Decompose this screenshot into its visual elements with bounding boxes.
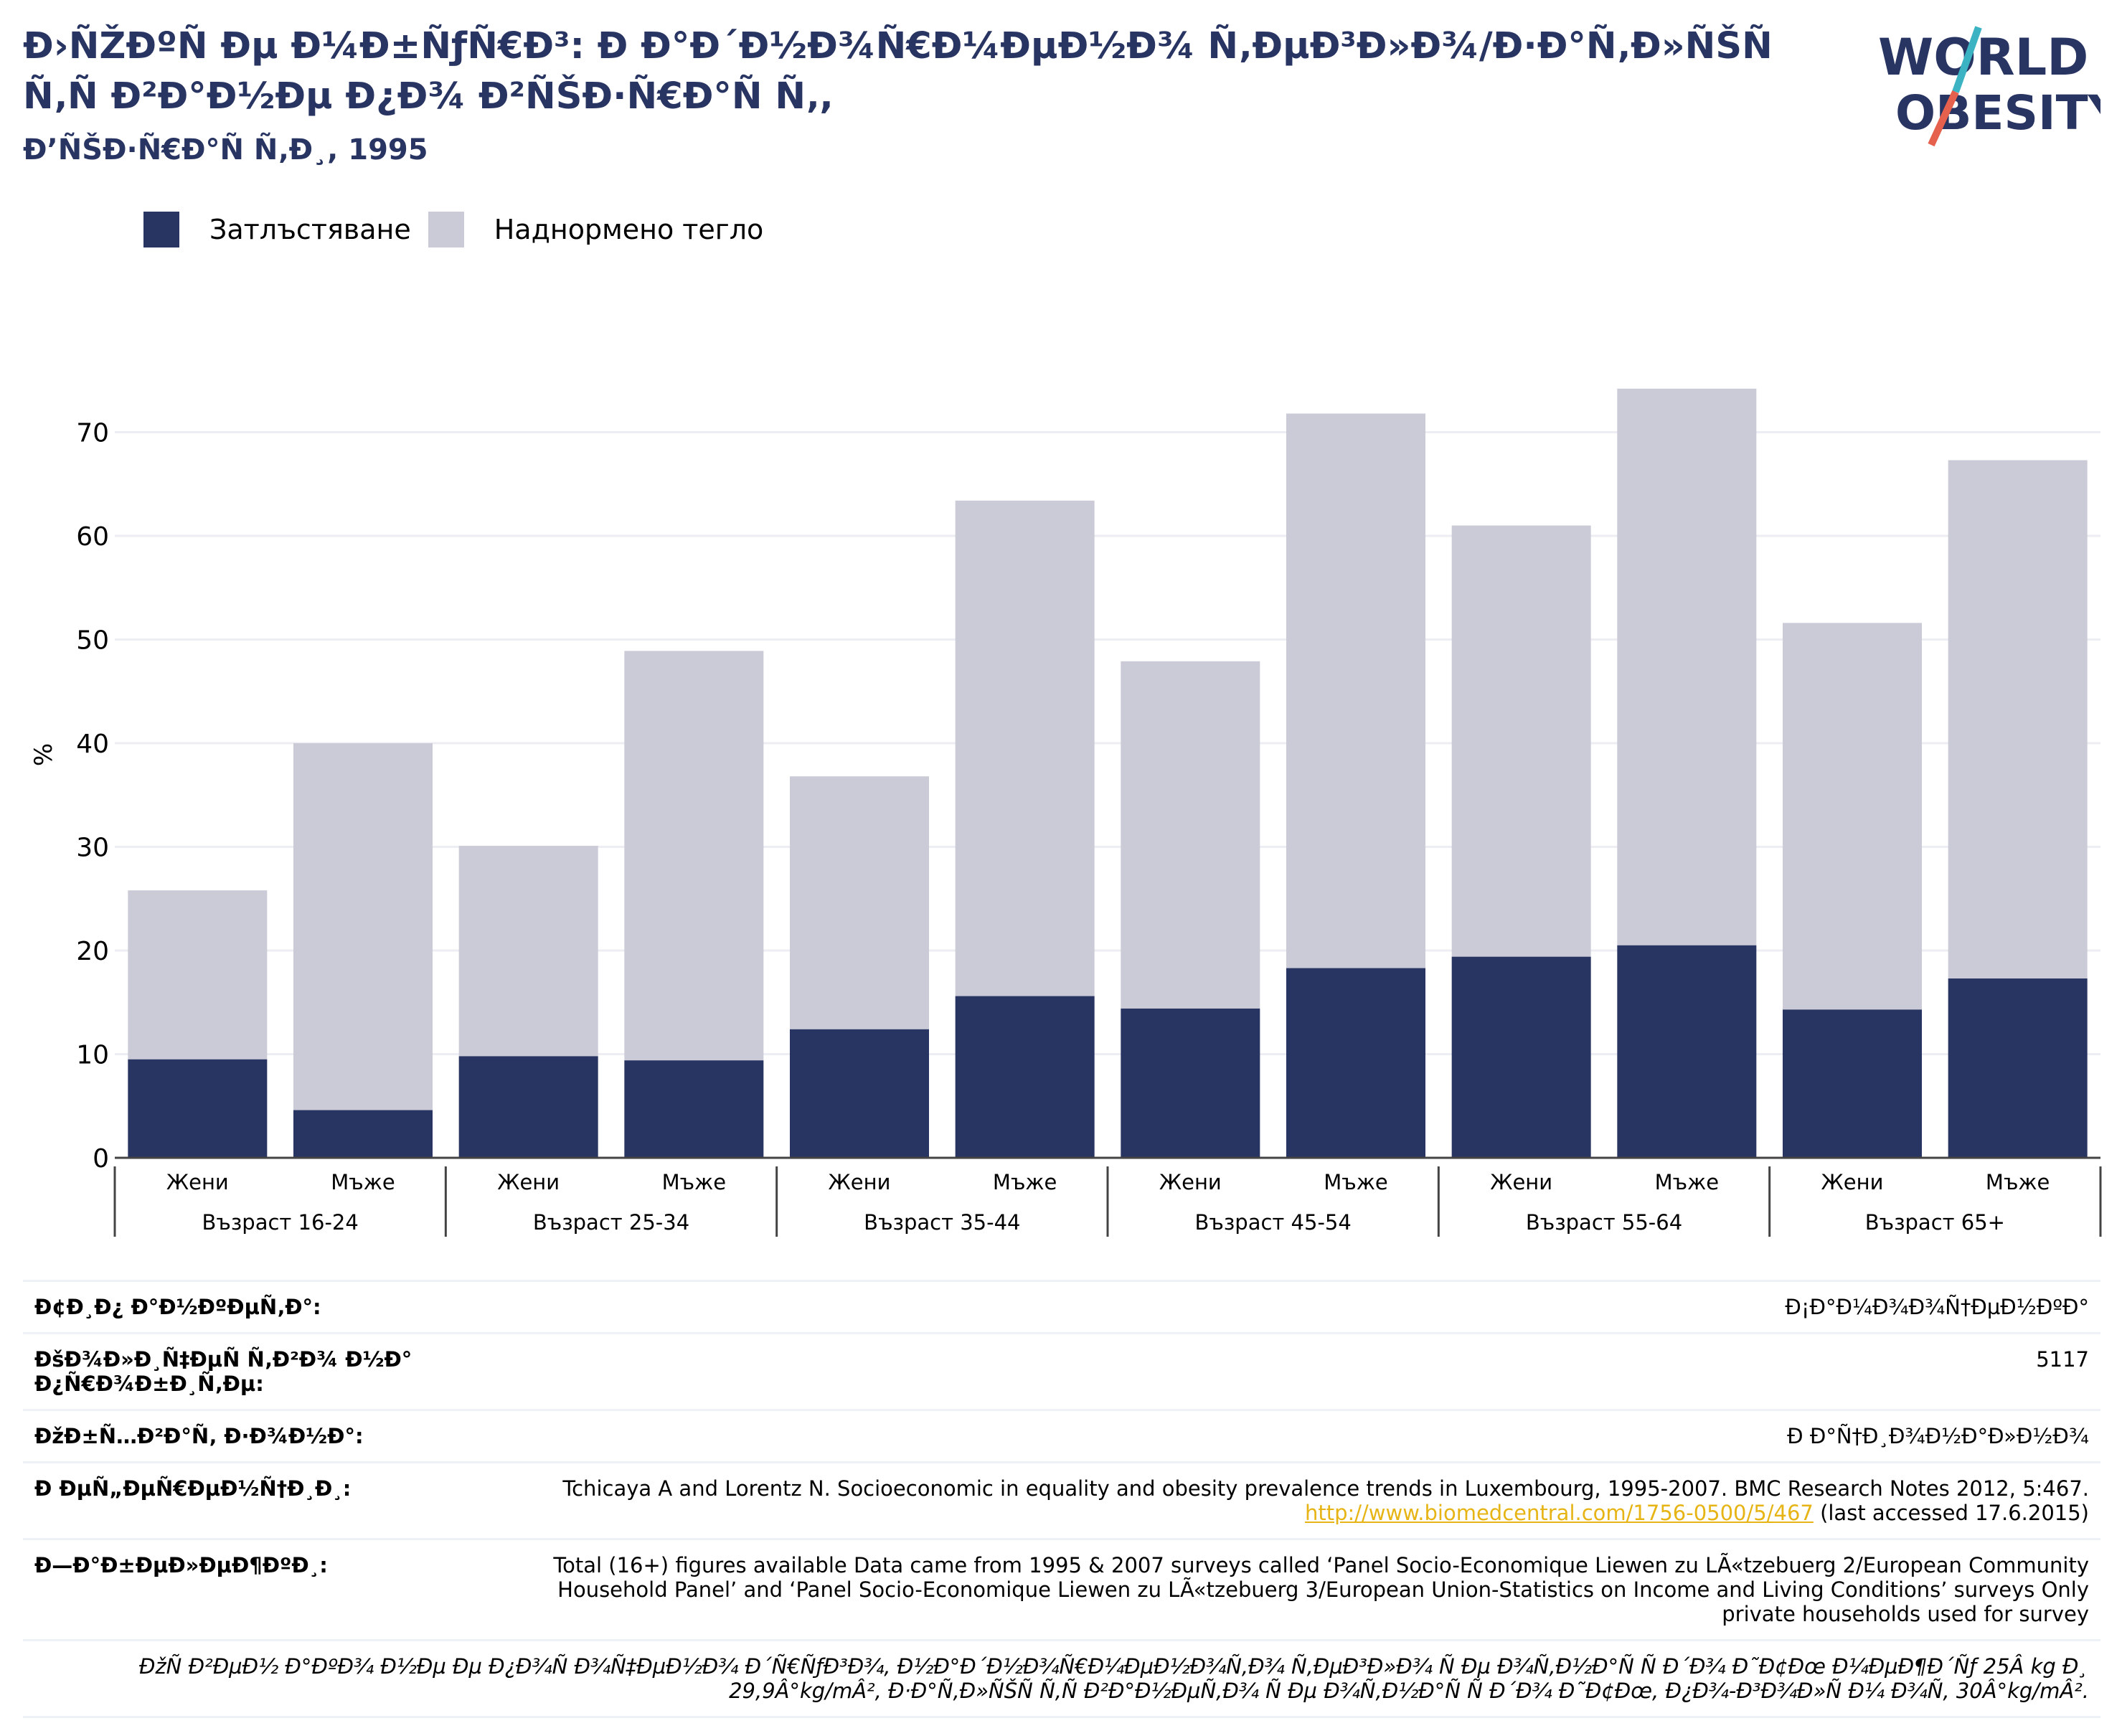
meta-key: Ð—Ð°Ð±ÐµÐ»ÐµÐ¶ÐºÐ¸:: [23, 1538, 505, 1641]
bar-obesity: [624, 1060, 764, 1158]
legend-swatch-overweight: [428, 212, 464, 247]
meta-value: 5117: [505, 1332, 2100, 1410]
chart-title: Ð›ÑŽÐºÑ Ðµ Ð¼Ð±ÑƒÑ€Ð³: Ð Ð°Ð´Ð½Ð¾Ñ€Ð¼ÐµÐ…: [23, 25, 1773, 118]
logo-slash-teal: [1952, 26, 1982, 93]
bar-overweight: [1783, 623, 1922, 1010]
y-axis-label: %: [29, 743, 58, 766]
meta-row-notes: Ð—Ð°Ð±ÐµÐ»ÐµÐ¶ÐºÐ¸: Total (16+) figures …: [23, 1538, 2100, 1641]
meta-key: Ð¢Ð¸Ð¿ Ð°Ð½ÐºÐµÑ‚Ð°:: [23, 1280, 505, 1334]
x-tick-label: Мъже: [662, 1170, 726, 1194]
bar-obesity: [128, 1059, 268, 1158]
meta-key: ÐšÐ¾Ð»Ð¸Ñ‡ÐµÑ Ñ‚Ð²Ð¾ Ð½Ð° Ð¿Ñ€Ð¾Ð±Ð¸Ñ‚Ðµ…: [23, 1332, 505, 1410]
y-tick-label: 60: [76, 522, 109, 552]
x-tick-label: Жени: [1821, 1170, 1884, 1194]
y-tick-label: 0: [93, 1144, 109, 1174]
bar-obesity: [790, 1029, 929, 1158]
legend-label-overweight: Наднормено тегло: [494, 214, 764, 245]
meta-key: ÐžÐ±Ñ…Ð²Ð°Ñ‚ Ð·Ð¾Ð½Ð°:: [23, 1409, 505, 1463]
bar-overweight: [790, 776, 929, 1029]
y-tick-label: 50: [76, 626, 109, 656]
group-label: Възраст 25-34: [533, 1210, 689, 1235]
meta-value-references: Tchicaya A and Lorentz N. Socioeconomic …: [505, 1461, 2100, 1539]
meta-key: Ð ÐµÑ„ÐµÑ€ÐµÐ½Ñ†Ð¸Ð¸:: [23, 1461, 505, 1539]
x-tick-label: Жени: [829, 1170, 891, 1194]
x-tick-label: Жени: [166, 1170, 229, 1194]
bar-overweight: [293, 743, 433, 1110]
meta-row-references: Ð ÐµÑ„ÐµÑ€ÐµÐ½Ñ†Ð¸Ð¸: Tchicaya A and Lor…: [23, 1461, 2100, 1539]
bar-overweight: [955, 500, 1095, 996]
group-label: Възраст 45-54: [1195, 1210, 1352, 1235]
x-tick-label: Жени: [1490, 1170, 1552, 1194]
meta-value: Ð¡Ð°Ð¼Ð¾Ð¾Ñ†ÐµÐ½ÐºÐ°: [505, 1280, 2100, 1334]
metadata-table: Ð¢Ð¸Ð¿ Ð°Ð½ÐºÐµÑ‚Ð°: Ð¡Ð°Ð¼Ð¾Ð¾Ñ†ÐµÐ½ÐºÐ…: [23, 1280, 2100, 1718]
x-tick-label: Мъже: [1986, 1170, 2050, 1194]
group-label: Възраст 55-64: [1526, 1210, 1682, 1235]
bar-chart: 0 10 20 30 40 50 60 70% Жени Мъже Жени Мъже Жени Мъже…: [29, 388, 2102, 1237]
legend-label-obesity: Затлъстяване: [209, 214, 411, 245]
y-tick-label: 40: [76, 730, 109, 759]
bar-overweight: [1617, 388, 1757, 945]
bar-obesity: [1783, 1009, 1922, 1158]
meta-value: Ð Ð°Ñ†Ð¸Ð¾Ð½Ð°Ð»Ð½Ð¾: [505, 1409, 2100, 1463]
y-tick-label: 10: [76, 1041, 109, 1070]
y-tick-label: 70: [76, 419, 109, 448]
bar-overweight: [1451, 525, 1591, 957]
meta-value-notes: Total (16+) figures available Data came …: [505, 1538, 2100, 1641]
group-label: Възраст 16-24: [202, 1210, 359, 1235]
legend-swatch-obesity: [143, 212, 179, 247]
bar-obesity: [1617, 945, 1757, 1158]
bar-obesity: [1451, 956, 1591, 1158]
bar-overweight: [1121, 661, 1260, 1009]
footnote: ÐžÑ Ð²ÐµÐ½ Ð°ÐºÐ¾ Ð½Ðµ Ðµ Ð¿Ð¾Ñ Ð¾Ñ‡ÐµÐ½…: [23, 1639, 2100, 1718]
x-tick-label: Мъже: [1324, 1170, 1387, 1194]
bar-obesity: [1948, 978, 2088, 1158]
bar-overweight: [1948, 460, 2088, 979]
reference-text: Tchicaya A and Lorentz N. Socioeconomic …: [562, 1476, 2089, 1501]
bar-overweight: [1286, 413, 1425, 968]
y-tick-label: 20: [76, 937, 109, 966]
bar-obesity: [1286, 968, 1425, 1158]
logo-word-world: WORLD: [1878, 28, 2088, 87]
group-label: Възраст 35-44: [864, 1210, 1020, 1235]
x-tick-label: Мъже: [331, 1170, 395, 1194]
reference-link[interactable]: http://www.biomedcentral.com/1756-0500/5…: [1304, 1501, 1814, 1525]
logo-word-obesity: OBESITY: [1895, 85, 2100, 141]
bar-obesity: [293, 1110, 433, 1158]
bar-overweight: [458, 846, 598, 1057]
reference-accessed: (last accessed 17.6.2015): [1820, 1501, 2089, 1525]
chart-subtitle: Ð’ÑŠÐ·Ñ€Ð°Ñ Ñ‚Ð¸, 1995: [23, 133, 428, 166]
logo-slash-red: [1928, 90, 1959, 147]
bar-overweight: [128, 890, 268, 1060]
x-tick-label: Жени: [1159, 1170, 1222, 1194]
x-tick-label: Жени: [497, 1170, 560, 1194]
bar-overweight: [624, 651, 764, 1061]
bar-obesity: [458, 1056, 598, 1158]
legend: Затлъстяване Наднормено тегло: [143, 209, 781, 250]
world-obesity-logo: WORLD OBESITY: [1878, 22, 2122, 151]
y-tick-label: 30: [76, 834, 109, 863]
group-label: Възраст 65+: [1865, 1210, 2005, 1235]
meta-row: Ð¢Ð¸Ð¿ Ð°Ð½ÐºÐµÑ‚Ð°: Ð¡Ð°Ð¼Ð¾Ð¾Ñ†ÐµÐ½ÐºÐ…: [23, 1280, 2100, 1334]
meta-row: ÐžÐ±Ñ…Ð²Ð°Ñ‚ Ð·Ð¾Ð½Ð°: Ð Ð°Ñ†Ð¸Ð¾Ð½Ð°Ð»Ð…: [23, 1409, 2100, 1463]
bar-obesity: [955, 996, 1095, 1158]
meta-row-footnote: ÐžÑ Ð²ÐµÐ½ Ð°ÐºÐ¾ Ð½Ðµ Ðµ Ð¿Ð¾Ñ Ð¾Ñ‡ÐµÐ½…: [23, 1639, 2100, 1718]
x-tick-label: Мъже: [1655, 1170, 1719, 1194]
bar-obesity: [1121, 1008, 1260, 1158]
meta-row: ÐšÐ¾Ð»Ð¸Ñ‡ÐµÑ Ñ‚Ð²Ð¾ Ð½Ð° Ð¿Ñ€Ð¾Ð±Ð¸Ñ‚Ðµ…: [23, 1332, 2100, 1410]
x-tick-label: Мъже: [993, 1170, 1057, 1194]
